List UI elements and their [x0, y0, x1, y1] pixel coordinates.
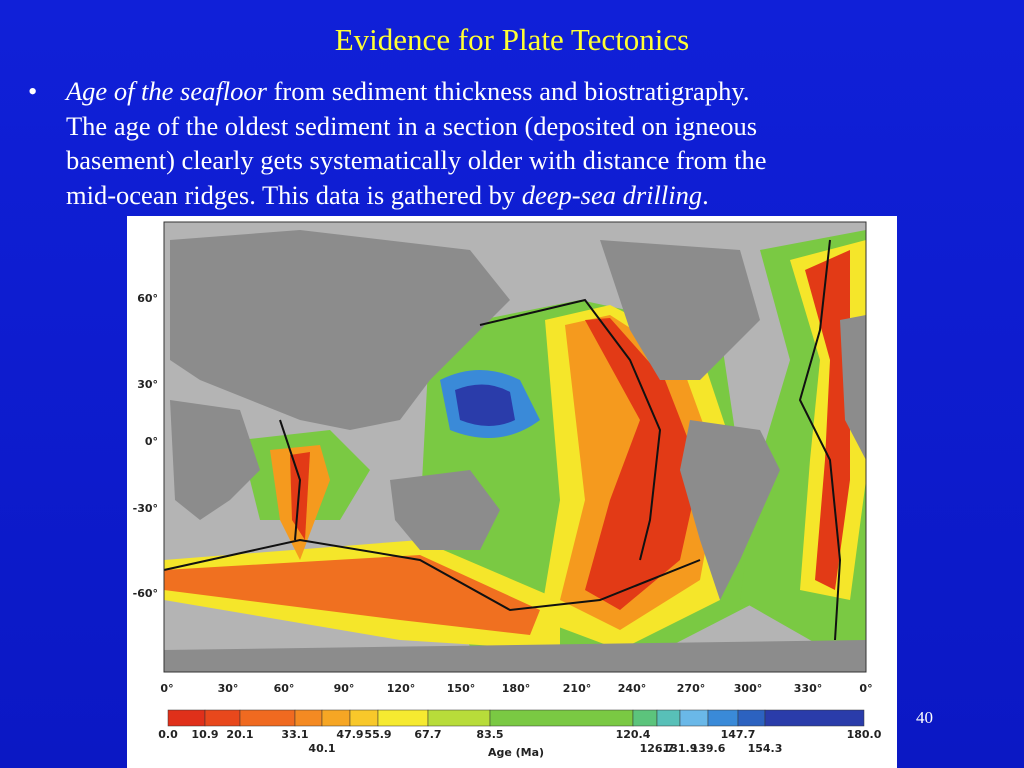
text-line: mid-ocean ridges. This data is gathered … — [66, 178, 1006, 213]
colorbar-label: 180.0 — [847, 728, 882, 741]
age-band — [585, 318, 700, 610]
text: basement) clearly gets systematically ol… — [66, 145, 767, 175]
lat-label: -30° — [133, 502, 158, 515]
colorbar-segment — [204, 709, 241, 727]
colorbar-label: 20.1 — [226, 728, 253, 741]
ridge — [163, 538, 701, 612]
italic-text: Age of the seafloor — [66, 76, 267, 106]
colorbar-label: 139.6 — [691, 742, 726, 755]
colorbar-label: 147.7 — [721, 728, 756, 741]
lon-label: 300° — [734, 682, 762, 695]
lon-label: 330° — [794, 682, 822, 695]
colorbar-segment — [239, 709, 296, 727]
lat-label: -60° — [133, 587, 158, 600]
ridges — [163, 239, 842, 641]
colorbar-segment — [679, 709, 709, 727]
age-band — [805, 250, 850, 590]
colorbar-label: 67.7 — [414, 728, 441, 741]
land — [170, 230, 510, 430]
lon-label: 210° — [563, 682, 591, 695]
ridge — [798, 239, 842, 641]
colorbar-segment — [321, 709, 351, 727]
page-number: 40 — [916, 708, 933, 727]
lon-label: 150° — [447, 682, 475, 695]
land — [164, 640, 866, 672]
text: . — [702, 179, 709, 210]
text-line: basement) clearly gets systematically ol… — [66, 143, 1006, 178]
colorbar-segment — [294, 709, 323, 727]
ridge — [279, 419, 302, 541]
land — [840, 315, 866, 460]
colorbar-label: 55.9 — [364, 728, 391, 741]
lon-label: 60° — [274, 682, 295, 695]
colorbar-segment — [632, 709, 658, 727]
colorbar-label: 131.9 — [663, 742, 698, 755]
ridge — [479, 298, 662, 561]
lat-label: 30° — [137, 378, 158, 391]
colorbar-label: 33.1 — [281, 728, 308, 741]
colorbar-segment — [427, 709, 491, 727]
colorbar-segment — [707, 709, 739, 727]
text-line: Age of the seafloor from sediment thickn… — [66, 74, 1006, 109]
colorbar-segment — [377, 709, 429, 727]
lon-label: 90° — [334, 682, 355, 695]
colorbar-label: 120.4 — [616, 728, 651, 741]
colorbar-label: 10.9 — [191, 728, 218, 741]
colorbar-title: Age (Ma) — [488, 746, 544, 759]
bullet-dot: • — [28, 76, 38, 106]
lon-label: 30° — [218, 682, 239, 695]
lon-label: 180° — [502, 682, 530, 695]
text-line: The age of the oldest sediment in a sect… — [66, 109, 1006, 144]
lat-label: 60° — [137, 292, 158, 305]
colorbar: 0.0 10.9 20.1 33.140.147.9 55.9 67.7 83.5 120.4… — [158, 709, 882, 759]
slide-title: Evidence for Plate Tectonics — [334, 22, 690, 57]
colorbar-label: 40.1 — [308, 742, 335, 755]
lon-label: 0° — [859, 682, 872, 695]
bullet-text: • Age of the seafloor from sediment thic… — [28, 74, 1006, 213]
lon-label: 120° — [387, 682, 415, 695]
colorbar-segment — [764, 709, 865, 727]
land — [170, 400, 260, 520]
colorbar-segment — [349, 709, 379, 727]
italic-text: deep-sea drilling — [521, 179, 703, 210]
continents — [164, 230, 866, 672]
land — [680, 420, 780, 600]
colorbar-label: 154.3 — [748, 742, 783, 755]
text: The age of the oldest sediment in a sect… — [66, 110, 758, 141]
text: from sediment thickness and biostratigra… — [266, 76, 750, 106]
colorbar-label: 47.9 — [336, 728, 363, 741]
text: mid-ocean ridges. This data is gathered … — [66, 179, 522, 210]
lon-label: 270° — [677, 682, 705, 695]
colorbar-segment — [656, 709, 681, 727]
age-band — [455, 384, 515, 426]
colorbar-label: 83.5 — [476, 728, 503, 741]
map — [163, 221, 867, 673]
lon-label: 240° — [618, 682, 646, 695]
colorbar-segment — [737, 709, 766, 727]
lat-label: 0° — [145, 435, 158, 448]
land — [390, 470, 500, 550]
map-frame — [163, 221, 867, 673]
land — [600, 240, 760, 380]
lon-label: 0° — [160, 682, 173, 695]
colorbar-segment — [489, 709, 634, 727]
colorbar-segment — [167, 709, 206, 727]
colorbar-label: 126.7 — [640, 742, 675, 755]
colorbar-label: 0.0 — [158, 728, 178, 741]
age-band — [290, 452, 310, 540]
